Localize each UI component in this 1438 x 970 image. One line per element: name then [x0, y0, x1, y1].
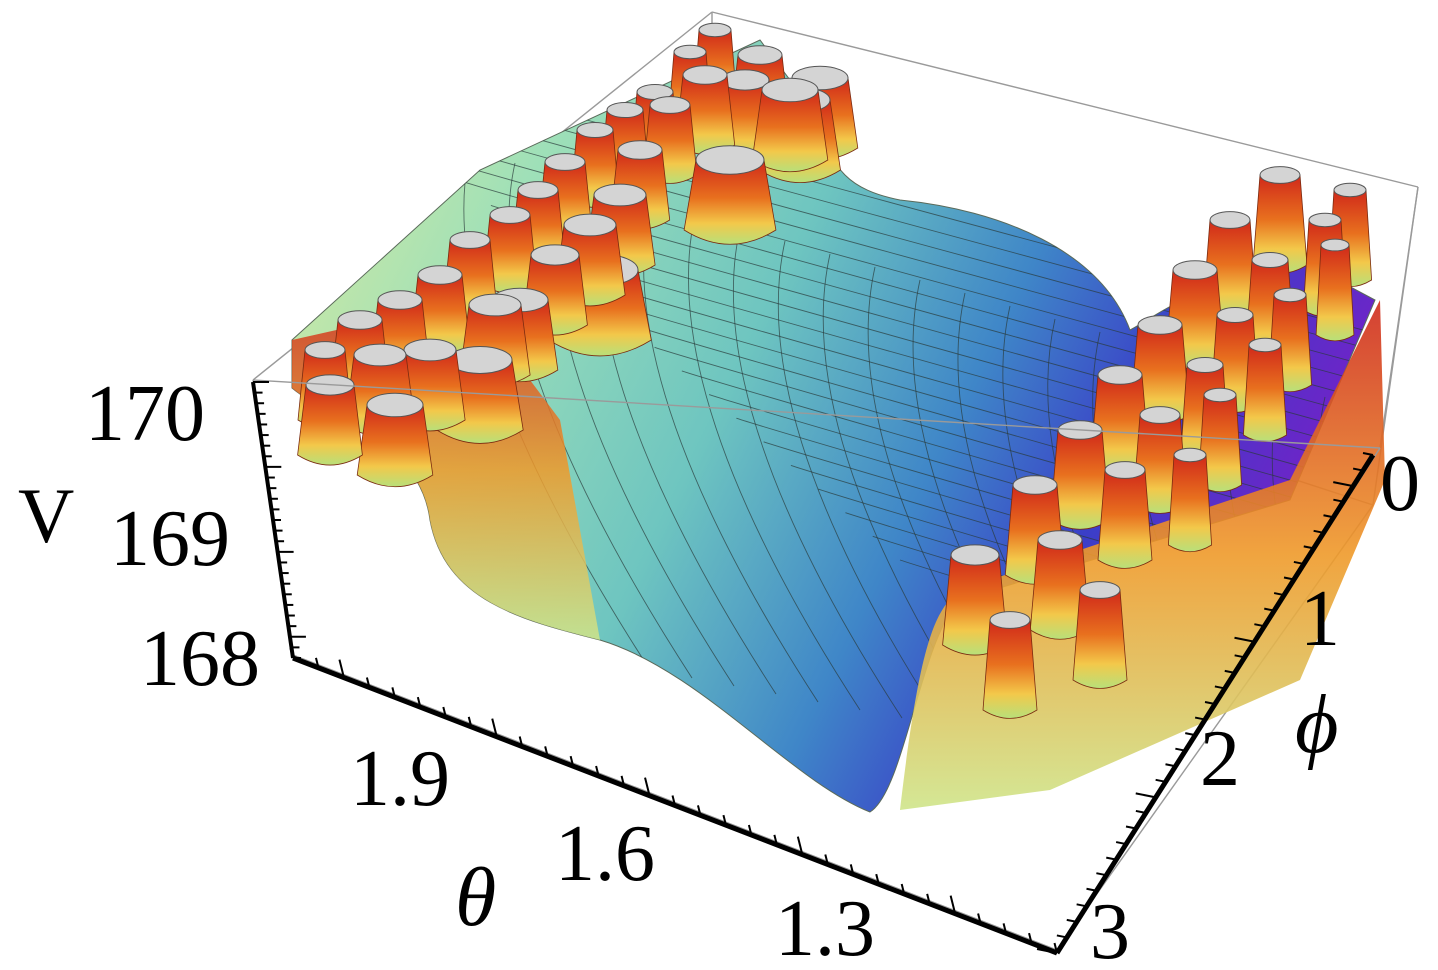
axes: 1.9 1.6 1.3 012 3 170 169 168 — [85, 370, 1420, 970]
peak-cylinder — [1072, 581, 1128, 689]
x-tick — [926, 893, 931, 905]
y-tick-label: 0 — [1380, 440, 1420, 528]
y-tick — [1352, 467, 1364, 472]
x-tick — [518, 736, 524, 747]
mesh-line — [688, 214, 861, 711]
x-tick — [620, 775, 626, 787]
peak-cylinder — [1029, 530, 1091, 640]
peak-cylinder — [1097, 461, 1153, 569]
y-tick — [1106, 856, 1117, 861]
y-tick — [1066, 918, 1077, 923]
x-tick-label: 1.6 — [555, 810, 655, 898]
y-tick — [1333, 498, 1344, 503]
mesh-line — [708, 394, 1375, 655]
x-tick — [1002, 923, 1008, 934]
peak-cylinder — [751, 77, 829, 173]
y-tick — [1086, 887, 1097, 892]
y-tick — [1254, 623, 1265, 628]
x-tick — [722, 814, 727, 826]
x-tick — [1028, 932, 1033, 944]
x-tick — [365, 677, 371, 688]
mesh-line — [736, 417, 1375, 675]
x-tick — [416, 696, 422, 708]
y-tick — [1362, 452, 1374, 456]
x-tick — [491, 718, 498, 737]
y-tick — [1273, 592, 1285, 597]
peak-cylinder — [356, 392, 434, 488]
y-tick-label: 2 — [1200, 715, 1240, 803]
x-tick — [977, 913, 982, 924]
y-tick — [1185, 732, 1196, 737]
x-tick — [900, 883, 906, 895]
z-tick-label: 169 — [110, 495, 230, 583]
y-tick — [1313, 529, 1324, 534]
x-tick — [824, 854, 829, 865]
box-edge-back — [711, 11, 1419, 188]
y-tick — [1115, 841, 1127, 846]
mesh-line — [777, 240, 945, 727]
y-tick — [1323, 514, 1334, 519]
x-tick — [391, 687, 396, 698]
y-tick — [1234, 636, 1255, 643]
y-tick — [1096, 872, 1107, 877]
y-tick — [1204, 701, 1216, 705]
surface-peaks — [297, 22, 1373, 719]
x-tick — [569, 755, 575, 767]
y-tick — [1076, 903, 1087, 908]
y-tick — [1234, 654, 1245, 659]
x-tick — [442, 706, 447, 718]
x-tick — [773, 834, 778, 846]
y-tick — [1135, 792, 1156, 799]
y-tick — [1165, 763, 1176, 768]
y-tick — [1135, 809, 1147, 814]
x-tick — [1053, 942, 1058, 954]
x-tick — [544, 746, 549, 757]
y-tick — [1056, 934, 1068, 939]
x-tick — [289, 647, 294, 659]
y-tick — [1214, 685, 1226, 690]
x-tick — [849, 864, 855, 875]
x-axis-label: θ — [455, 851, 496, 944]
peak-cylinder — [1167, 447, 1213, 553]
x-tick — [747, 824, 753, 836]
z-tick-label: 168 — [140, 615, 260, 703]
y-tick-label: 3 — [1090, 888, 1130, 970]
y-axis-label: ϕ — [1295, 678, 1338, 771]
y-tick — [1283, 576, 1295, 581]
z-tick-label: 170 — [85, 370, 205, 458]
x-tick — [796, 836, 804, 855]
mesh-line — [732, 227, 903, 719]
y-tick-label: 1 — [1300, 575, 1340, 663]
x-tick — [644, 777, 651, 796]
x-tick — [338, 659, 345, 678]
peak-cylinder — [522, 244, 588, 336]
x-tick-label: 1.3 — [775, 885, 875, 970]
y-tick — [1175, 747, 1186, 752]
x-tick — [875, 873, 880, 885]
y-tick — [1303, 545, 1314, 550]
y-tick — [1333, 481, 1354, 488]
z-axis-label: V — [18, 472, 74, 559]
x-tick — [314, 657, 320, 669]
x-tick — [467, 716, 473, 728]
y-tick — [1264, 607, 1275, 612]
x-tick — [696, 805, 702, 816]
y-tick — [1155, 778, 1166, 783]
x-tick — [671, 795, 676, 806]
y-tick — [1036, 948, 1058, 954]
y-tick — [1194, 716, 1206, 721]
x-tick — [949, 895, 957, 914]
peak-cylinder — [1242, 337, 1288, 443]
box-edge-front — [252, 379, 1381, 449]
y-tick — [1224, 669, 1235, 674]
x-tick-label: 1.9 — [350, 735, 450, 823]
y-tick — [1293, 560, 1305, 565]
y-tick — [1125, 825, 1137, 830]
peak-cylinder — [297, 374, 363, 466]
peak-cylinder — [683, 145, 777, 245]
x-tick — [595, 765, 600, 777]
peak-cylinder — [1315, 238, 1355, 342]
peak-cylinder — [982, 611, 1038, 719]
